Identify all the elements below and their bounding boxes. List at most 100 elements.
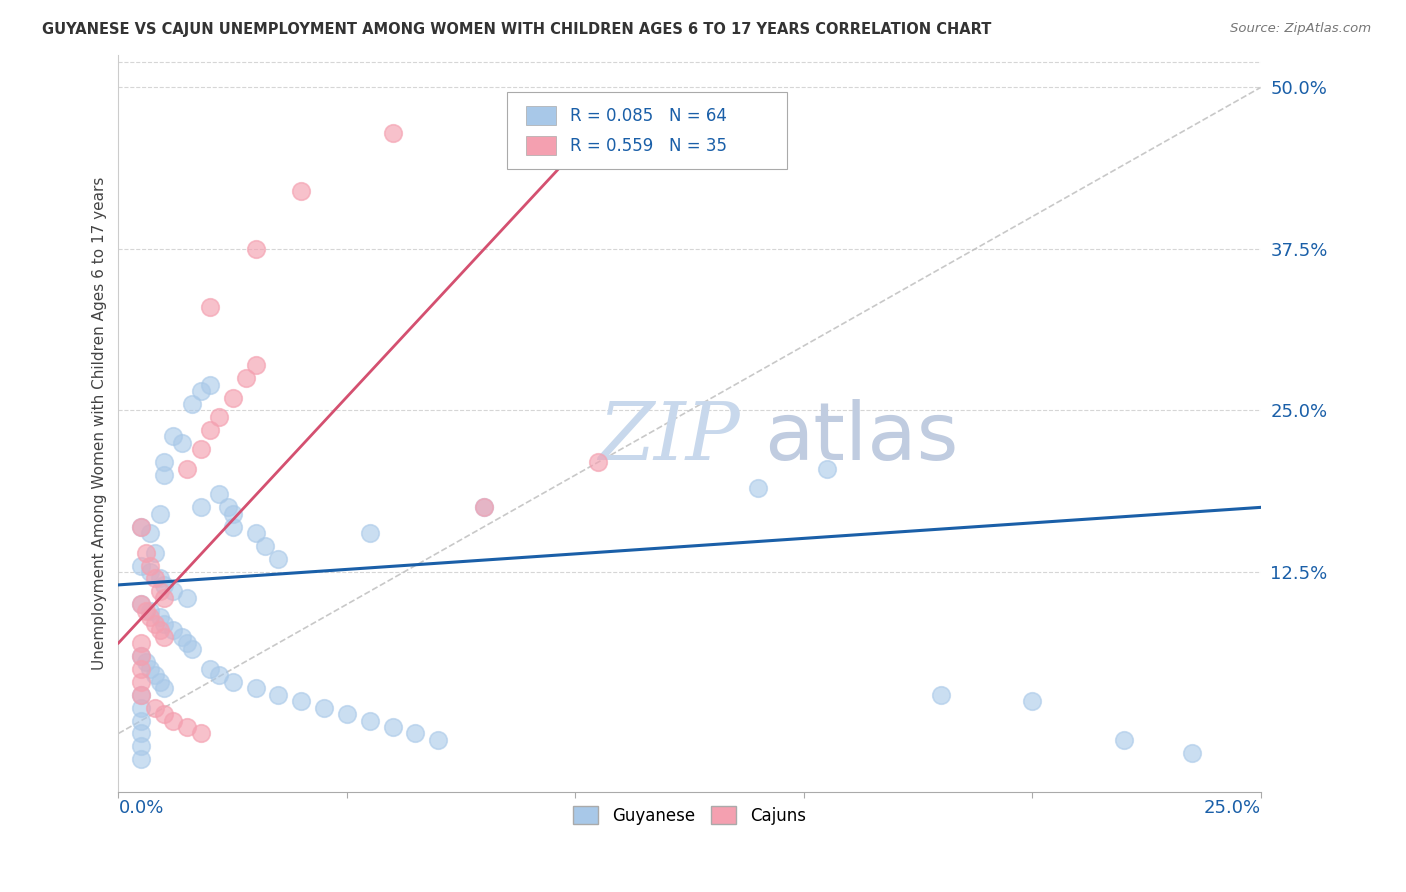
Point (267, 552, 290, 566)
Point (176, 591, 198, 605)
Point (129, 752, 152, 766)
Point (129, 700, 152, 714)
Point (472, 500, 495, 515)
Point (404, 726, 426, 740)
Point (129, 636, 152, 650)
Point (1181, 746, 1204, 760)
Point (129, 520, 152, 534)
Text: 0.0%: 0.0% (118, 799, 165, 817)
Point (148, 674, 170, 689)
Legend: Guyanese, Cajuns: Guyanese, Cajuns (567, 799, 813, 831)
Point (162, 714, 184, 728)
Point (190, 726, 212, 740)
Point (198, 662, 221, 676)
Point (129, 558, 152, 573)
Point (221, 674, 243, 689)
Point (153, 468, 176, 483)
Point (139, 565, 162, 579)
Point (139, 662, 162, 676)
Point (190, 442, 212, 457)
Point (267, 688, 290, 702)
Point (148, 584, 170, 599)
Point (747, 481, 769, 495)
Point (198, 300, 221, 314)
Point (198, 377, 221, 392)
Point (1021, 694, 1043, 708)
Point (176, 720, 198, 734)
Point (208, 487, 231, 501)
Point (148, 610, 170, 624)
Point (143, 545, 166, 559)
Point (153, 591, 176, 605)
Point (129, 688, 152, 702)
Point (135, 656, 157, 670)
Point (143, 700, 166, 714)
Point (172, 435, 194, 450)
Point (245, 526, 267, 541)
Point (129, 597, 152, 611)
Point (176, 461, 198, 475)
Point (208, 409, 231, 424)
Point (153, 578, 176, 592)
Point (198, 423, 221, 437)
Point (153, 616, 176, 631)
FancyBboxPatch shape (526, 106, 555, 125)
Text: GUYANESE VS CAJUN UNEMPLOYMENT AMONG WOMEN WITH CHILDREN AGES 6 TO 17 YEARS CORR: GUYANESE VS CAJUN UNEMPLOYMENT AMONG WOM… (42, 22, 991, 37)
Point (190, 500, 212, 515)
Point (359, 714, 381, 728)
Point (129, 520, 152, 534)
Point (172, 630, 194, 644)
Text: R = 0.559   N = 35: R = 0.559 N = 35 (569, 136, 727, 154)
Point (129, 648, 152, 663)
FancyBboxPatch shape (526, 136, 555, 155)
Point (180, 397, 202, 411)
Point (153, 681, 176, 696)
Point (290, 184, 312, 198)
Point (162, 584, 184, 599)
Point (129, 597, 152, 611)
Point (929, 688, 952, 702)
Point (148, 507, 170, 521)
Text: 25.0%: 25.0% (1204, 799, 1261, 817)
Point (1112, 733, 1135, 747)
Point (190, 384, 212, 398)
Point (143, 668, 166, 682)
Point (143, 616, 166, 631)
Point (135, 604, 157, 618)
Point (253, 539, 276, 553)
Text: R = 0.085   N = 64: R = 0.085 N = 64 (569, 106, 727, 125)
Point (176, 636, 198, 650)
Point (135, 545, 157, 559)
Point (162, 623, 184, 637)
Point (129, 674, 152, 689)
Point (245, 681, 267, 696)
Point (381, 126, 404, 140)
Point (221, 507, 243, 521)
Point (235, 371, 257, 385)
Point (129, 662, 152, 676)
Point (381, 720, 404, 734)
Text: atlas: atlas (763, 399, 957, 477)
Point (148, 571, 170, 585)
Point (153, 707, 176, 722)
Point (217, 500, 239, 515)
Point (139, 526, 162, 541)
Point (245, 242, 267, 256)
Point (129, 648, 152, 663)
Point (153, 630, 176, 644)
Point (815, 461, 838, 475)
Point (221, 391, 243, 405)
Point (162, 429, 184, 443)
Point (129, 688, 152, 702)
Point (245, 358, 267, 372)
FancyBboxPatch shape (506, 92, 786, 169)
Point (129, 714, 152, 728)
Point (290, 694, 312, 708)
Point (139, 610, 162, 624)
Point (139, 558, 162, 573)
Text: Source: ZipAtlas.com: Source: ZipAtlas.com (1230, 22, 1371, 36)
Point (129, 726, 152, 740)
Text: ZIP: ZIP (598, 400, 740, 477)
Point (208, 668, 231, 682)
Point (129, 739, 152, 754)
